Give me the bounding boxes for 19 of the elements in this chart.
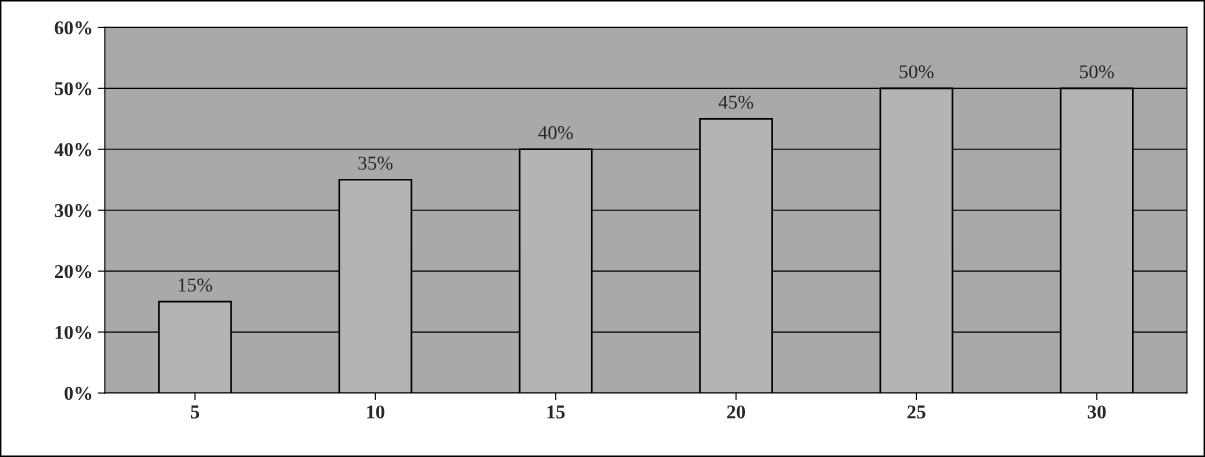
y-tick-label: 60%: [54, 21, 92, 35]
data-label: 15%: [178, 278, 213, 292]
x-tick-label: 5: [190, 405, 200, 419]
data-label: 35%: [358, 156, 393, 170]
x-tick-label: 10: [367, 405, 385, 419]
x-tick-label: 25: [907, 405, 926, 419]
y-tick-label: 0%: [64, 386, 92, 401]
y-tick-label: 20%: [54, 264, 92, 279]
x-tick-label: 30: [1087, 405, 1106, 419]
y-tick-label: 10%: [55, 325, 92, 340]
x-tick-label: 20: [727, 405, 746, 419]
x-tick-label: 15: [547, 405, 565, 419]
y-tick-label: 50%: [54, 82, 92, 96]
data-label: 45%: [718, 95, 754, 109]
y-tick-label: 30%: [54, 204, 92, 218]
data-label: 50%: [899, 65, 934, 79]
data-label: 40%: [538, 126, 573, 140]
data-label: 50%: [1080, 65, 1114, 79]
y-tick-label: 40%: [54, 143, 92, 157]
